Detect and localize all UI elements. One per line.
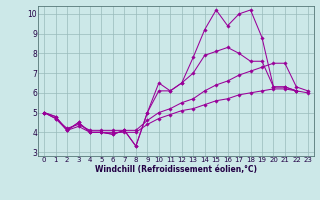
X-axis label: Windchill (Refroidissement éolien,°C): Windchill (Refroidissement éolien,°C)	[95, 165, 257, 174]
